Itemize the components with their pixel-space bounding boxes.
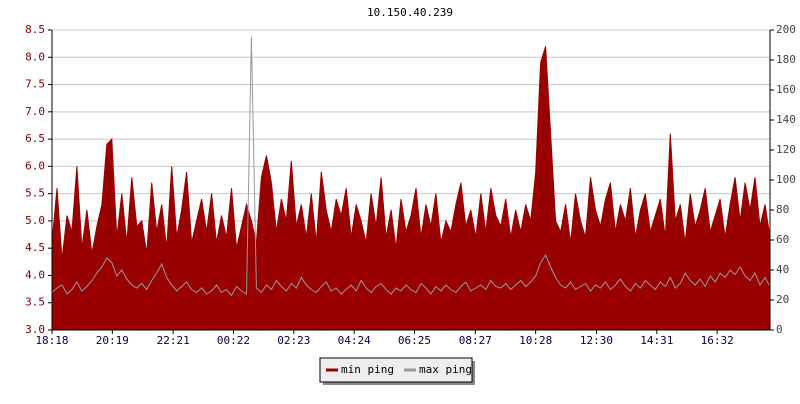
y2-tick-label: 0 [776, 323, 783, 336]
legend-label: min ping [341, 363, 394, 376]
y-tick-label: 8.5 [25, 23, 45, 36]
y2-tick-label: 60 [776, 233, 789, 246]
x-tick-label: 20:19 [96, 334, 129, 347]
y-tick-label: 3.5 [25, 296, 45, 309]
x-tick-label: 08:27 [459, 334, 492, 347]
y-tick-label: 4.0 [25, 268, 45, 281]
y2-tick-label: 140 [776, 113, 796, 126]
series-area [52, 46, 770, 331]
series-line [51, 46, 771, 260]
y-tick-label: 7.0 [25, 105, 45, 118]
x-tick-label: 10:28 [519, 334, 552, 347]
x-tick-label: 06:25 [398, 334, 431, 347]
y2-tick-label: 80 [776, 203, 789, 216]
y-tick-label: 4.5 [25, 241, 45, 254]
y-tick-label: 6.0 [25, 159, 45, 172]
y2-tick-label: 180 [776, 53, 796, 66]
legend [319, 357, 473, 383]
y-tick-label: 5.5 [25, 187, 45, 200]
x-tick-label: 12:30 [580, 334, 613, 347]
y-tick-label: 5.0 [25, 214, 45, 227]
x-tick-label: 18:18 [35, 334, 68, 347]
y-tick-label: 7.5 [25, 78, 45, 91]
y-tick-label: 3.0 [25, 323, 45, 336]
x-tick-label: 22:21 [157, 334, 190, 347]
y2-tick-label: 20 [776, 293, 789, 306]
y2-tick-label: 160 [776, 83, 796, 96]
y2-tick-label: 200 [776, 23, 796, 36]
x-tick-label: 00:22 [217, 334, 250, 347]
y2-tick-label: 120 [776, 143, 796, 156]
y2-tick-label: 40 [776, 263, 789, 276]
legend-label: max ping [419, 363, 472, 376]
chart-title: 10.150.40.239 [367, 6, 453, 19]
series-line [51, 37, 771, 297]
x-tick-label: 02:23 [277, 334, 310, 347]
y-tick-label: 8.0 [25, 50, 45, 63]
x-tick-label: 16:32 [701, 334, 734, 347]
y2-tick-label: 100 [776, 173, 796, 186]
x-tick-label: 14:31 [640, 334, 673, 347]
y-tick-label: 6.5 [25, 132, 45, 145]
x-tick-label: 04:24 [338, 334, 371, 347]
